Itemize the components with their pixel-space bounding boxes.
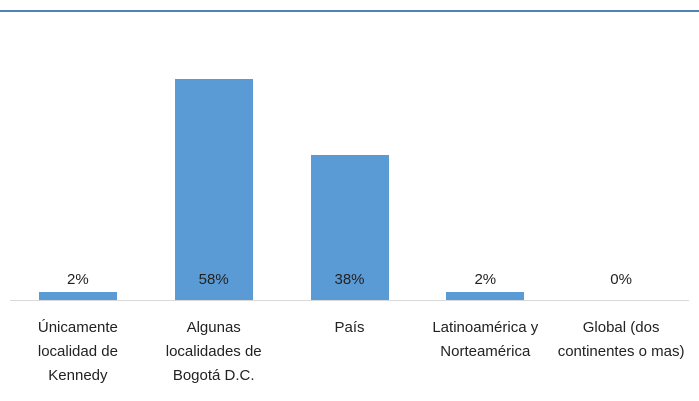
data-label: 0% — [610, 271, 632, 288]
bar — [446, 292, 525, 300]
data-label: 58% — [198, 271, 229, 288]
bar — [174, 78, 253, 300]
x-tick-label: Latinoamérica y Norteamérica — [432, 319, 539, 360]
x-tick-label: País — [334, 319, 365, 336]
x-axis — [10, 300, 689, 301]
bar — [38, 292, 117, 300]
x-tick-label: Algunas localidades de Bogotá D.C. — [165, 319, 262, 384]
x-tick-label: Global (dos continentes o mas) — [557, 319, 685, 360]
data-label: 2% — [474, 271, 497, 288]
top-rule — [0, 10, 699, 12]
bar — [310, 155, 389, 300]
x-tick-label: Únicamente localidad de Kennedy — [37, 319, 118, 384]
data-label: 2% — [67, 271, 89, 288]
data-label: 38% — [334, 271, 365, 288]
